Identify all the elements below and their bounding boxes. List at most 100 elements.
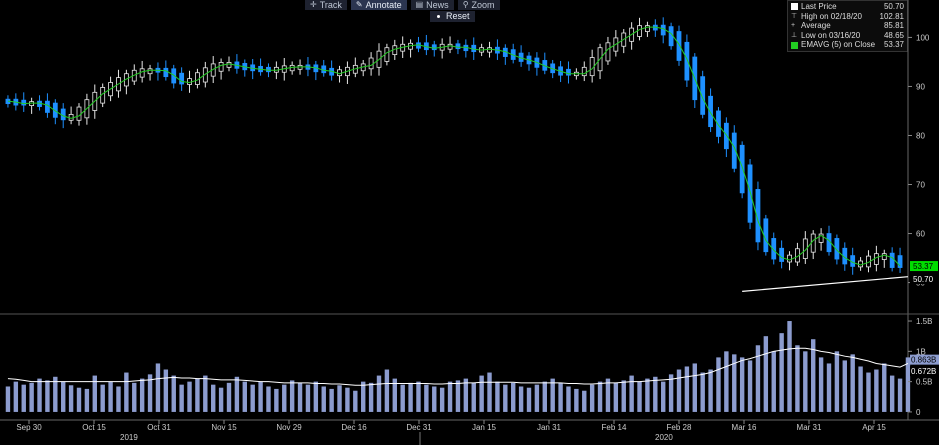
toolbar-news-button[interactable]: ▤ News <box>410 0 454 10</box>
year-label: 2020 <box>655 433 673 442</box>
volume-bar <box>763 336 769 412</box>
volume-bar <box>45 380 50 412</box>
x-tick-label: Oct 15 <box>82 423 106 432</box>
volume-bar <box>739 357 745 412</box>
volume-bar <box>582 390 587 412</box>
legend-row: Last Price 50.70 <box>791 2 904 12</box>
volume-bar <box>100 384 105 412</box>
volume-bar <box>463 378 469 412</box>
toolbar-track-button[interactable]: ✛ Track <box>305 0 347 10</box>
volume-bar <box>842 360 847 412</box>
volume-bar <box>432 386 437 412</box>
ema-line <box>7 26 901 267</box>
volume-bar <box>116 386 121 412</box>
x-tick-label: Mar 16 <box>732 423 757 432</box>
x-tick-label: Feb 14 <box>602 423 627 432</box>
year-label: 2019 <box>120 433 138 442</box>
volume-bar <box>795 345 800 412</box>
volume-bar <box>13 381 19 412</box>
volume-bar <box>392 378 397 412</box>
volume-bar <box>874 369 879 412</box>
candle-body <box>45 100 50 113</box>
reset-button[interactable]: Reset <box>430 11 475 22</box>
x-tick-label: Apr 15 <box>862 423 886 432</box>
volume-bar <box>179 384 184 412</box>
legend-value: 53.37 <box>883 40 904 50</box>
candle-body <box>147 68 153 75</box>
candle-body <box>321 65 327 74</box>
volume-bar <box>495 381 500 412</box>
volume-bar <box>771 351 776 412</box>
candle-body <box>700 76 706 115</box>
candle-body <box>266 66 271 73</box>
candle-body <box>637 25 642 37</box>
volume-bar <box>29 382 34 412</box>
volume-bar <box>605 378 611 412</box>
candle-body <box>171 68 177 84</box>
candle-body <box>566 68 571 76</box>
chart-legend: Last Price 50.70 ⊤ High on 02/18/20 102.81 + A… <box>787 0 908 52</box>
volume-value-badge-bg <box>910 366 939 377</box>
magnifier-icon: ⚲ <box>462 0 469 9</box>
legend-label: High on 02/18/20 <box>801 11 862 21</box>
low-marker-icon: ⊥ <box>791 32 798 40</box>
volume-bar <box>139 378 145 412</box>
volume-bar <box>416 381 421 412</box>
toolbar-annotate-button[interactable]: ✎ Annotate <box>350 0 407 10</box>
candle-body <box>187 78 192 85</box>
candle-body <box>218 62 224 72</box>
volume-bar <box>447 381 453 412</box>
candle-body <box>771 238 777 260</box>
candle-body <box>163 67 169 78</box>
toolbar-button-label: Track <box>319 0 342 10</box>
candle-body <box>850 255 856 267</box>
volume-bar <box>613 382 619 412</box>
legend-row: EMAVG (5) on Close 53.37 <box>791 40 904 50</box>
legend-value: 85.81 <box>883 21 904 31</box>
volume-bar <box>589 384 595 412</box>
volume-bar <box>479 375 484 412</box>
volume-bar <box>566 386 571 412</box>
volume-bar <box>368 382 374 412</box>
price-ytick-label: 100 <box>916 33 930 42</box>
x-tick-label: Nov 15 <box>211 423 237 432</box>
volume-bar <box>803 351 808 412</box>
volume-bar <box>53 376 58 412</box>
candle-body <box>337 69 342 77</box>
volume-bar <box>297 382 303 412</box>
volume-bar <box>811 339 816 412</box>
volume-bar <box>132 382 137 412</box>
volume-bar <box>779 333 784 412</box>
volume-bar <box>147 374 153 412</box>
volume-bar <box>61 381 66 412</box>
volume-bar <box>282 384 287 412</box>
volume-ytick-label: 1.5B <box>916 317 932 326</box>
volume-bar <box>471 382 476 412</box>
volume-bar <box>424 384 429 412</box>
chart-toolbar: ✛ Track ✎ Annotate ▤ News ⚲ Zoom <box>305 0 500 10</box>
volume-bar <box>218 387 224 412</box>
candle-body <box>76 106 82 121</box>
volume-bar <box>266 386 271 412</box>
price-ytick-label: 90 <box>916 82 925 91</box>
x-tick-label: Sep 30 <box>16 423 42 432</box>
candle-body <box>645 25 650 32</box>
candle-body <box>447 43 453 50</box>
volume-bar <box>747 360 753 412</box>
price-ytick-label: 60 <box>916 230 925 239</box>
candle-body <box>787 254 792 263</box>
volume-bar <box>511 382 516 412</box>
last-price-badge: 50.70 <box>913 275 934 284</box>
toolbar-zoom-button[interactable]: ⚲ Zoom <box>457 0 500 10</box>
volume-bar <box>716 357 721 412</box>
candle-body <box>763 218 769 253</box>
volume-bar <box>68 385 74 412</box>
last-price-badge-bg <box>910 274 938 285</box>
volume-bar <box>850 354 855 412</box>
legend-label: Low on 03/16/20 <box>801 30 861 40</box>
volume-bar <box>321 386 326 412</box>
legend-label: Average <box>801 21 831 31</box>
volume-bar <box>724 351 729 412</box>
volume-average-line <box>7 347 909 386</box>
volume-bar <box>171 375 176 412</box>
